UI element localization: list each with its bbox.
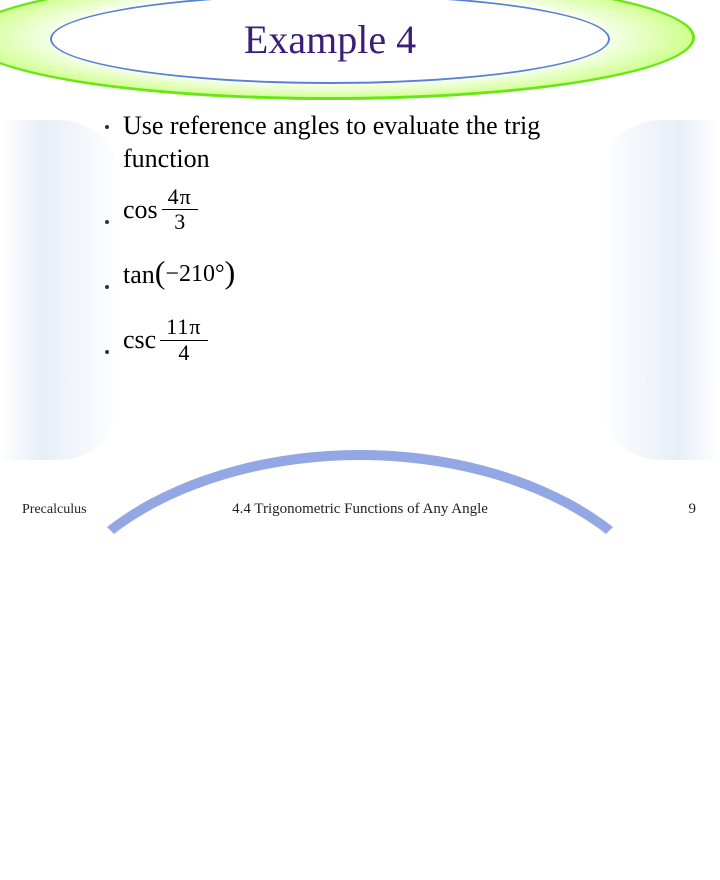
bullet-icon (105, 220, 109, 224)
denominator: 4 (172, 341, 195, 365)
trig-fn: csc (123, 325, 156, 355)
fraction: 11π 4 (160, 315, 207, 364)
denominator: 3 (168, 210, 191, 234)
footer-right-page-number: 9 (689, 501, 697, 518)
bullet-icon (105, 125, 109, 129)
side-wash-left (0, 120, 120, 460)
slide: Example 4 Use reference angles to evalua… (0, 0, 720, 540)
bullet-icon (105, 285, 109, 289)
trig-fn: tan (123, 260, 155, 290)
math-block: cos 4π 3 tan ( −210° ) csc 11π 4 (105, 185, 625, 365)
footer-center: 4.4 Trigonometric Functions of Any Angle (0, 501, 720, 518)
trig-fn: cos (123, 195, 158, 225)
lead-bullet: Use reference angles to evaluate the tri… (105, 110, 625, 175)
content-area: Use reference angles to evaluate the tri… (105, 110, 625, 387)
math-item-1: cos 4π 3 (105, 185, 625, 234)
open-paren: ( (155, 254, 166, 291)
angle-argument: −210° (165, 261, 224, 288)
math-item-3: csc 11π 4 (105, 315, 625, 364)
bullet-icon (105, 350, 109, 354)
close-paren: ) (225, 254, 236, 291)
numerator: 11π (160, 315, 207, 340)
slide-title: Example 4 (244, 16, 416, 63)
math-item-2: tan ( −210° ) (105, 256, 625, 293)
numerator: 4π (162, 185, 198, 210)
lead-text: Use reference angles to evaluate the tri… (123, 110, 625, 175)
fraction: 4π 3 (162, 185, 198, 234)
